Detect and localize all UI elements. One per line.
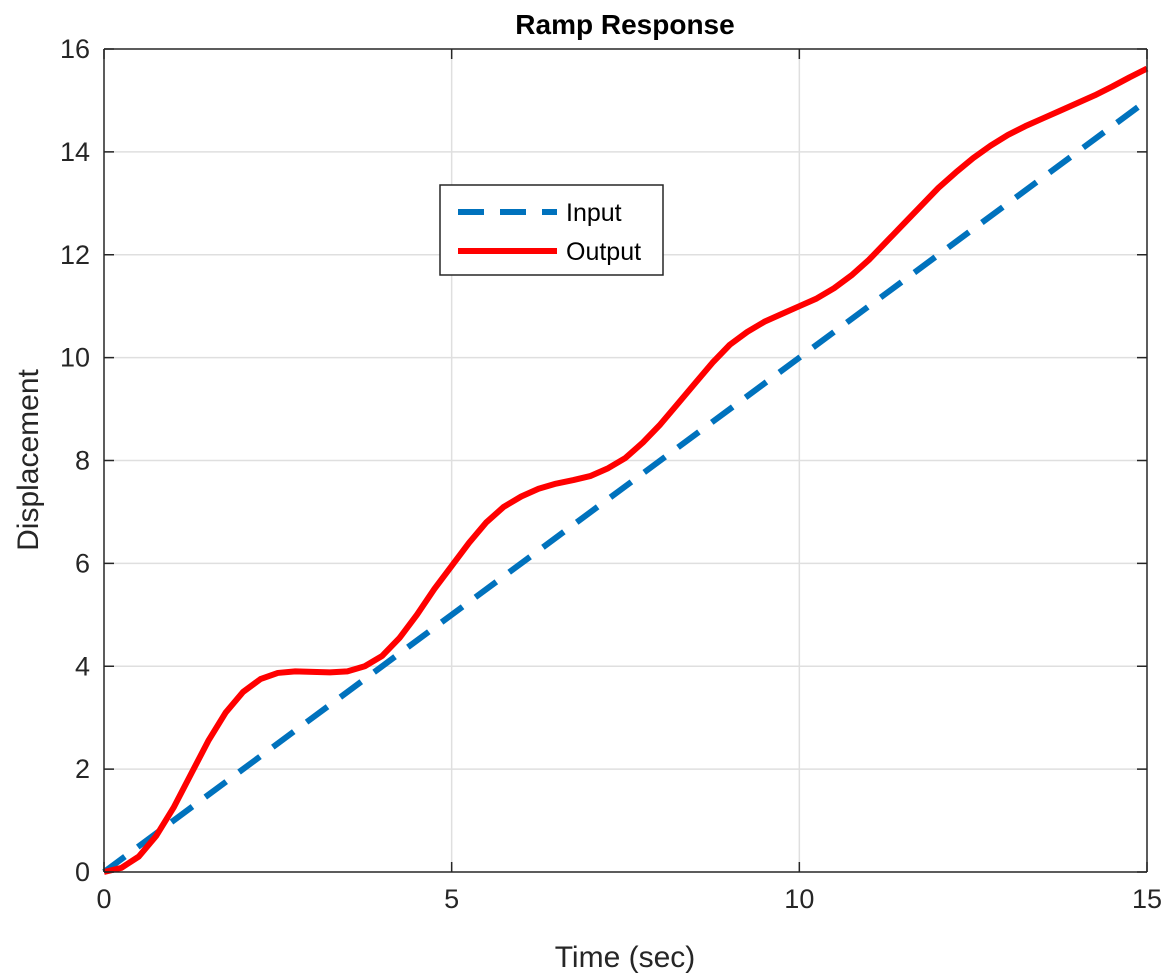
x-axis-label: Time (sec) bbox=[555, 941, 696, 974]
y-tick-label: 16 bbox=[60, 34, 90, 64]
legend-label-output: Output bbox=[566, 238, 641, 266]
x-tick-label: 5 bbox=[444, 884, 459, 914]
series-lines bbox=[102, 65, 1149, 875]
y-tick-label: 2 bbox=[75, 754, 90, 784]
x-tick-label: 15 bbox=[1132, 884, 1162, 914]
legend: Input Output bbox=[439, 184, 664, 276]
x-tick-label: 0 bbox=[96, 884, 111, 914]
y-tick-label: 12 bbox=[60, 240, 90, 270]
legend-box bbox=[439, 184, 664, 276]
series-line-output bbox=[103, 65, 1149, 875]
series-line-input bbox=[102, 98, 1149, 875]
y-tick-label: 0 bbox=[75, 857, 90, 887]
x-tick-label: 10 bbox=[784, 884, 814, 914]
chart-title: Ramp Response bbox=[515, 9, 734, 40]
axes: 0 5 10 15 0 2 4 6 8 10 12 14 16 bbox=[60, 34, 1162, 914]
y-tick-label: 10 bbox=[60, 343, 90, 373]
y-tick-label: 8 bbox=[75, 446, 90, 476]
y-tick-label: 6 bbox=[75, 548, 90, 578]
legend-label-input: Input bbox=[566, 199, 622, 227]
y-axis-label: Displacement bbox=[12, 368, 45, 550]
y-tick-label: 14 bbox=[60, 137, 90, 167]
y-tick-label: 4 bbox=[75, 651, 90, 681]
